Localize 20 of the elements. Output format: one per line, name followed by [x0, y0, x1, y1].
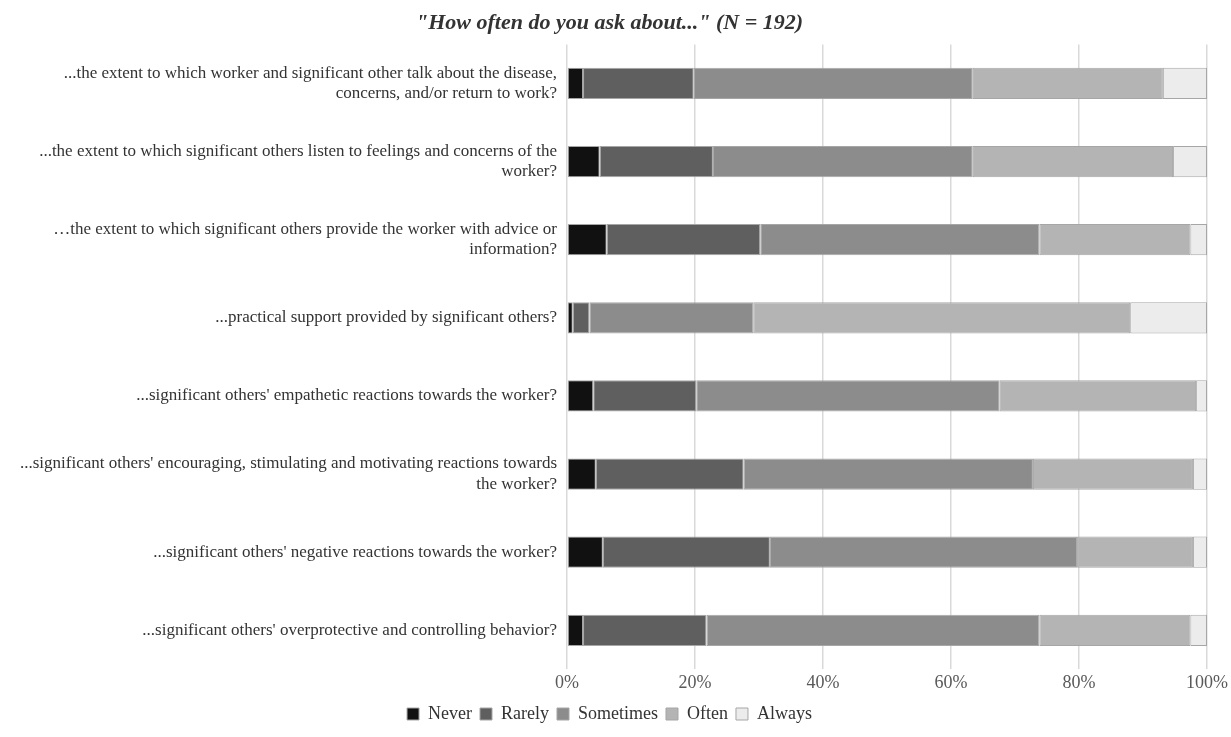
y-tick-label: ...the extent to which significant others listen to feelings and concerns of the worker? — [39, 140, 558, 181]
x-tick-label: 80% — [1062, 671, 1096, 692]
y-tick-label: ...the extent to which worker and significant other talk about the disease, concerns, and/or return to work? — [63, 62, 558, 103]
y-tick-label: …the extent to which significant others provide the worker with advice or information? — [53, 218, 558, 259]
legend-label: Sometimes — [577, 702, 658, 723]
legend-label: Always — [756, 702, 812, 723]
x-tick-label: 100% — [1186, 671, 1228, 692]
x-tick-label: 60% — [934, 671, 968, 692]
legend-label: Rarely — [501, 702, 549, 723]
legend-label: Often — [686, 702, 728, 723]
y-tick-label: ...significant others' negative reactions towards the worker? — [153, 541, 558, 561]
x-tick-label: 0% — [555, 671, 580, 692]
y-tick-label: ...significant others' overprotective and controlling behavior? — [142, 619, 558, 639]
chart-title: "How often do you ask about..." (N = 192) — [415, 8, 804, 34]
y-tick-label: ...significant others' empathetic reactions towards the worker? — [136, 385, 558, 405]
y-tick-label: ...significant others' encouraging, stimulating and motivating reactions towards the worker? — [20, 453, 558, 493]
legend-label: Never — [428, 702, 473, 723]
x-tick-label: 40% — [806, 671, 840, 692]
y-tick-label: ...practical support provided by significant others? — [215, 307, 558, 327]
x-tick-label: 20% — [678, 671, 712, 692]
